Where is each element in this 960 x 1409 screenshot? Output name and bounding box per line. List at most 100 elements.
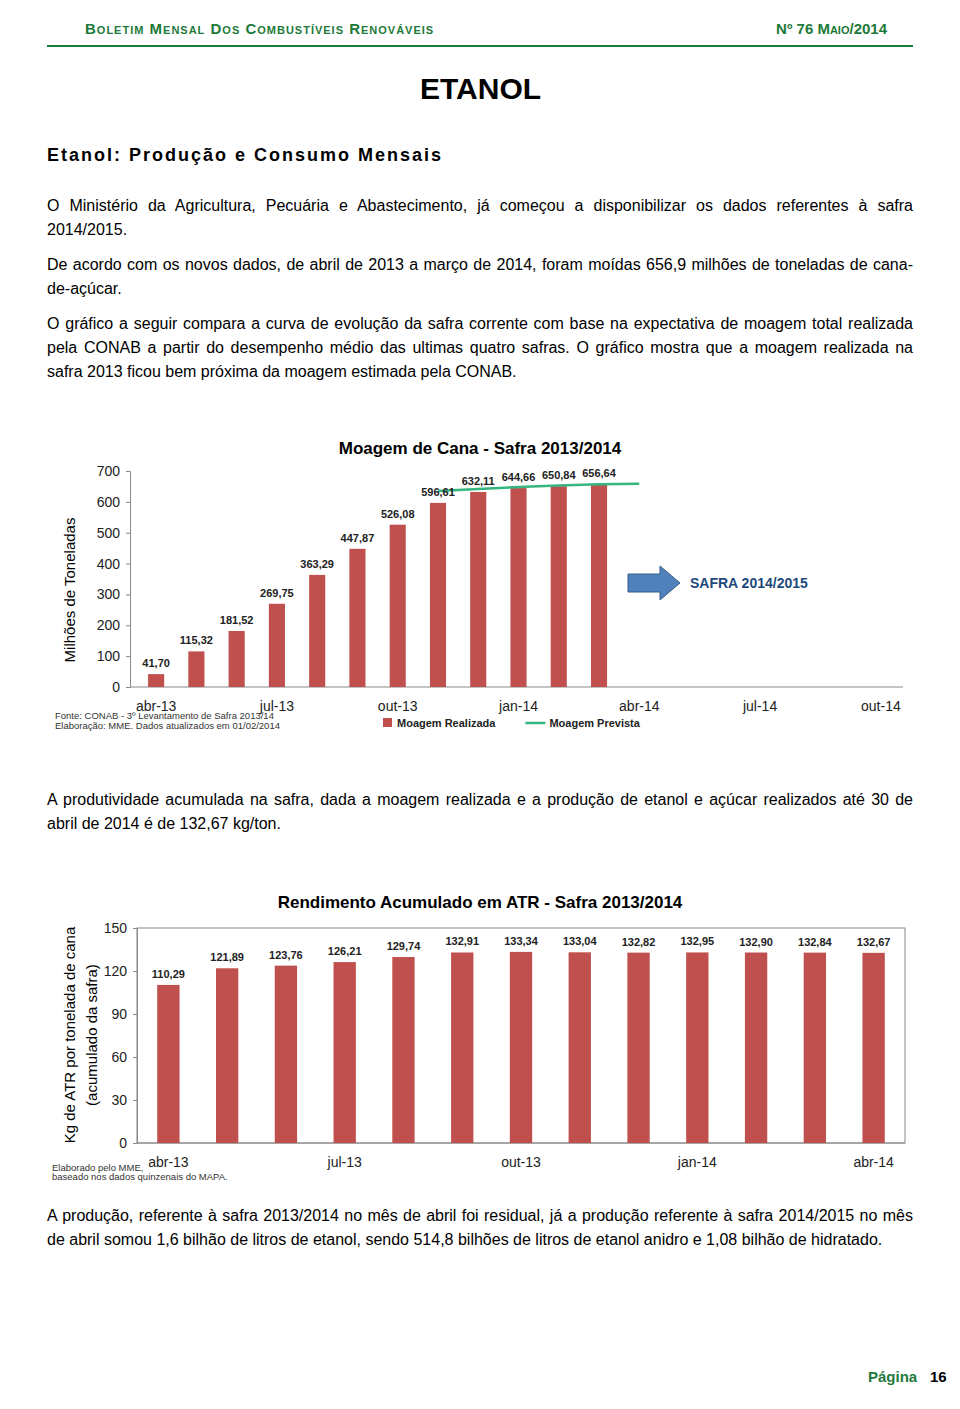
- bar: [157, 985, 179, 1143]
- data-label: 133,04: [563, 935, 598, 947]
- data-label: 132,67: [857, 936, 891, 948]
- bar: [269, 604, 285, 687]
- tick-mark: [126, 533, 130, 534]
- x-tick: jul-13: [327, 1154, 362, 1170]
- data-label: 656,64: [582, 467, 617, 479]
- bar: [451, 952, 473, 1143]
- x-tick: abr-14: [619, 698, 660, 714]
- data-label: 121,89: [210, 951, 244, 963]
- bar: [510, 952, 532, 1143]
- data-label: 126,21: [328, 945, 362, 957]
- y-tick: 400: [97, 556, 130, 572]
- data-label: 181,52: [220, 614, 254, 626]
- x-tick: abr-13: [148, 1154, 189, 1170]
- header-title: Boletim Mensal Dos Combustíveis Renováve…: [85, 20, 434, 37]
- tick-mark: [126, 594, 130, 595]
- axis-line: [126, 472, 131, 688]
- bar: [309, 575, 325, 687]
- tick-label: 30: [111, 1092, 127, 1108]
- legend-swatch: [525, 722, 545, 725]
- y-tick: 100: [97, 648, 130, 664]
- y-tick: 500: [97, 525, 130, 541]
- data-label: 41,70: [142, 657, 170, 669]
- data-label: 132,91: [445, 935, 479, 947]
- data-label: 269,75: [260, 587, 294, 599]
- data-labels: 41,70115,32181,52269,75363,29447,87526,0…: [142, 467, 616, 669]
- bar: [148, 674, 164, 687]
- x-tick: jan-14: [498, 698, 538, 714]
- tick-label: 120: [104, 963, 128, 979]
- header-issue: Nº 76 Maio/2014: [776, 20, 887, 37]
- x-tick: out-14: [861, 698, 901, 714]
- tick-label: out-14: [861, 698, 901, 714]
- tick-label: 100: [97, 648, 121, 664]
- data-label: 632,11: [462, 475, 495, 487]
- tick-label: jul-13: [327, 1154, 362, 1170]
- data-label: 132,84: [798, 936, 833, 948]
- y-tick: 0: [119, 1135, 137, 1151]
- data-label: 644,66: [502, 471, 536, 483]
- annotation-arrow: [628, 566, 680, 600]
- tick-mark: [133, 1143, 137, 1144]
- y-tick: 300: [97, 586, 130, 602]
- bar: [627, 953, 649, 1143]
- tick-label: 700: [97, 463, 121, 479]
- y-tick: 200: [97, 617, 130, 633]
- tick-mark: [126, 687, 130, 688]
- tick-label: out-13: [501, 1154, 541, 1170]
- data-label: 129,74: [387, 940, 422, 952]
- bar: [334, 962, 356, 1143]
- y-axis-title: Milhões de Toneladas: [61, 518, 78, 663]
- data-labels: 110,29121,89123,76126,21129,74132,91133,…: [152, 935, 891, 980]
- annotation: SAFRA 2014/2015: [690, 575, 808, 591]
- tick-mark: [133, 1014, 137, 1015]
- tick-mark: [126, 471, 130, 472]
- bar: [188, 651, 204, 687]
- tick-label: 60: [111, 1049, 127, 1065]
- y-tick: 60: [111, 1049, 137, 1065]
- paragraph: O Ministério da Agricultura, Pecuária e …: [47, 194, 913, 242]
- y-tick: 700: [97, 463, 130, 479]
- tick-label: jan-14: [498, 698, 538, 714]
- bar: [569, 952, 591, 1143]
- bar: [430, 503, 446, 687]
- y-tick: 90: [111, 1006, 137, 1022]
- page: Boletim Mensal Dos Combustíveis Renováve…: [0, 0, 960, 1409]
- x-tick: out-13: [378, 698, 418, 714]
- data-label: 596,61: [421, 486, 455, 498]
- chart: Rendimento Acumulado em ATR - Safra 2013…: [0, 880, 960, 1190]
- tick-label: abr-13: [148, 1154, 189, 1170]
- tick-label: 500: [97, 525, 121, 541]
- source-note: baseado nos dados quinzenais do MAPA.: [52, 1171, 228, 1182]
- y-axis: 0100200300400500600700: [97, 463, 131, 695]
- data-label: 132,82: [622, 936, 656, 948]
- paragraph: A produtividade acumulada na safra, dada…: [47, 788, 913, 836]
- y-tick: 30: [111, 1092, 137, 1108]
- plot-area: [157, 952, 885, 1143]
- y-axis-title: (acumulado da safra): [83, 964, 100, 1106]
- footer-label: Página: [868, 1368, 917, 1385]
- data-label: 526,08: [381, 508, 415, 520]
- tick-mark: [126, 656, 130, 657]
- bar: [804, 953, 826, 1143]
- tick-label: 90: [111, 1006, 127, 1022]
- legend-swatch: [383, 718, 392, 727]
- y-tick: 0: [112, 679, 130, 695]
- x-tick: abr-14: [853, 1154, 894, 1170]
- bar: [229, 631, 245, 687]
- x-axis: abr-13 jul-13 out-13 jan-14 abr-14: [137, 1143, 905, 1170]
- data-label: 363,29: [300, 558, 334, 570]
- header-rule: [47, 45, 913, 47]
- tick-label: 0: [119, 1135, 127, 1151]
- source-note: Elaboração: MME. Dados atualizados em 01…: [55, 720, 280, 731]
- tick-mark: [133, 928, 137, 929]
- tick-label: jan-14: [677, 1154, 717, 1170]
- bar: [510, 488, 526, 687]
- legend-label: Moagem Prevista: [549, 717, 640, 729]
- data-label: 115,32: [180, 634, 213, 646]
- tick-label: abr-14: [853, 1154, 894, 1170]
- bar: [392, 957, 414, 1143]
- tick-mark: [126, 502, 130, 503]
- bar: [686, 952, 708, 1143]
- tick-label: 400: [97, 556, 121, 572]
